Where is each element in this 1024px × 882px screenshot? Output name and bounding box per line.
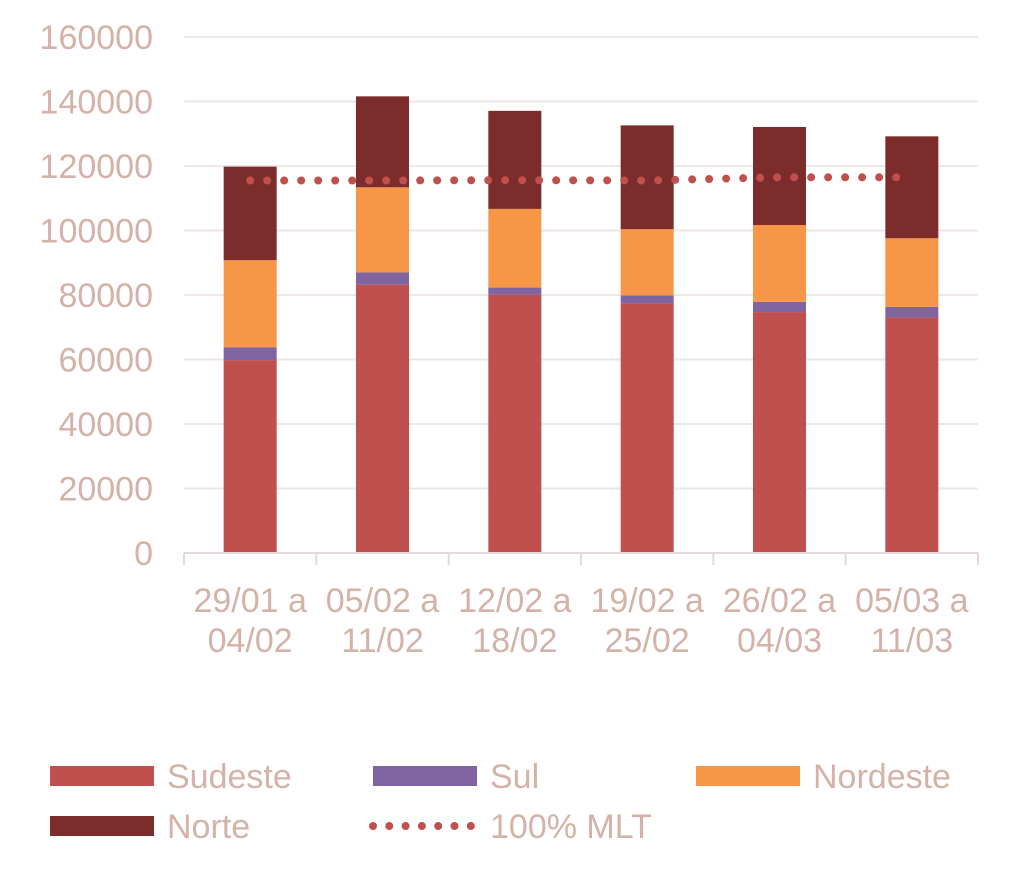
y-tick-label: 0: [134, 535, 153, 573]
bar-segment-sudeste: [621, 303, 674, 553]
bar-segment-sul: [488, 288, 541, 295]
bar-segment-sudeste: [224, 360, 277, 553]
x-category-label: 04/03: [737, 622, 822, 660]
y-tick-label: 60000: [58, 342, 153, 380]
mlt-line-layer: [250, 177, 912, 180]
mlt-line: [250, 177, 912, 180]
bar-segment-sul: [356, 272, 409, 284]
y-axis-ticks: 0 20000 40000 60000 80000 100000 120000 140000 1…: [40, 19, 153, 573]
x-category-label: 26/02 a: [723, 582, 837, 620]
bar-segment-norte: [488, 111, 541, 209]
bar-segment-nordeste: [621, 229, 674, 295]
bar-segment-sul: [621, 295, 674, 303]
y-tick-label: 100000: [40, 213, 153, 251]
bar-segment-sudeste: [885, 318, 938, 553]
legend-label-nordeste: Nordeste: [813, 758, 951, 796]
x-category-label: 11/02: [341, 622, 424, 660]
legend-swatch-nordeste: [696, 766, 800, 786]
bar-layer: [224, 96, 939, 553]
bar-segment-sudeste: [753, 312, 806, 553]
y-tick-label: 140000: [40, 84, 153, 122]
legend-label-norte: Norte: [167, 808, 250, 846]
bar-segment-sudeste: [356, 285, 409, 553]
bar-segment-sul: [753, 302, 806, 312]
bar-segment-nordeste: [488, 209, 541, 288]
x-category-label: 25/02: [605, 622, 690, 660]
legend-swatch-sudeste: [50, 766, 154, 786]
x-category-label: 12/02 a: [458, 582, 572, 620]
bar-segment-sudeste: [488, 295, 541, 553]
bar-segment-nordeste: [753, 225, 806, 302]
y-tick-label: 160000: [40, 19, 153, 57]
y-tick-label: 120000: [40, 148, 153, 186]
bar-segment-nordeste: [224, 260, 277, 347]
x-axis: 29/01 a04/02 05/02 a11/02 12/02 a18/02 19/0…: [184, 553, 978, 660]
legend-label-sudeste: Sudeste: [167, 758, 292, 796]
bar-segment-sul: [885, 307, 938, 318]
legend-swatch-norte: [50, 816, 154, 836]
bar-segment-nordeste: [885, 238, 938, 307]
x-category-label: 11/03: [871, 622, 954, 660]
legend-swatch-sul: [373, 766, 477, 786]
bar-segment-norte: [356, 96, 409, 187]
legend-label-100-mlt: 100% MLT: [490, 808, 652, 846]
y-tick-label: 20000: [58, 471, 153, 509]
legend-label-sul: Sul: [490, 758, 539, 796]
x-category-label: 18/02: [472, 622, 557, 660]
y-tick-label: 80000: [58, 277, 153, 315]
legend: Sudeste Sul Nordeste Norte 100% MLT: [50, 758, 951, 846]
bar-segment-nordeste: [356, 187, 409, 272]
y-tick-label: 40000: [58, 406, 153, 444]
x-category-label: 05/02 a: [326, 582, 440, 620]
bar-segment-sul: [224, 347, 277, 360]
bar-segment-norte: [621, 125, 674, 229]
grid-layer: [184, 37, 978, 489]
x-category-label: 05/03 a: [855, 582, 969, 620]
x-category-label: 04/02: [208, 622, 293, 660]
bar-segment-norte: [885, 136, 938, 238]
x-category-label: 29/01 a: [193, 582, 307, 620]
x-category-label: 19/02 a: [590, 582, 704, 620]
